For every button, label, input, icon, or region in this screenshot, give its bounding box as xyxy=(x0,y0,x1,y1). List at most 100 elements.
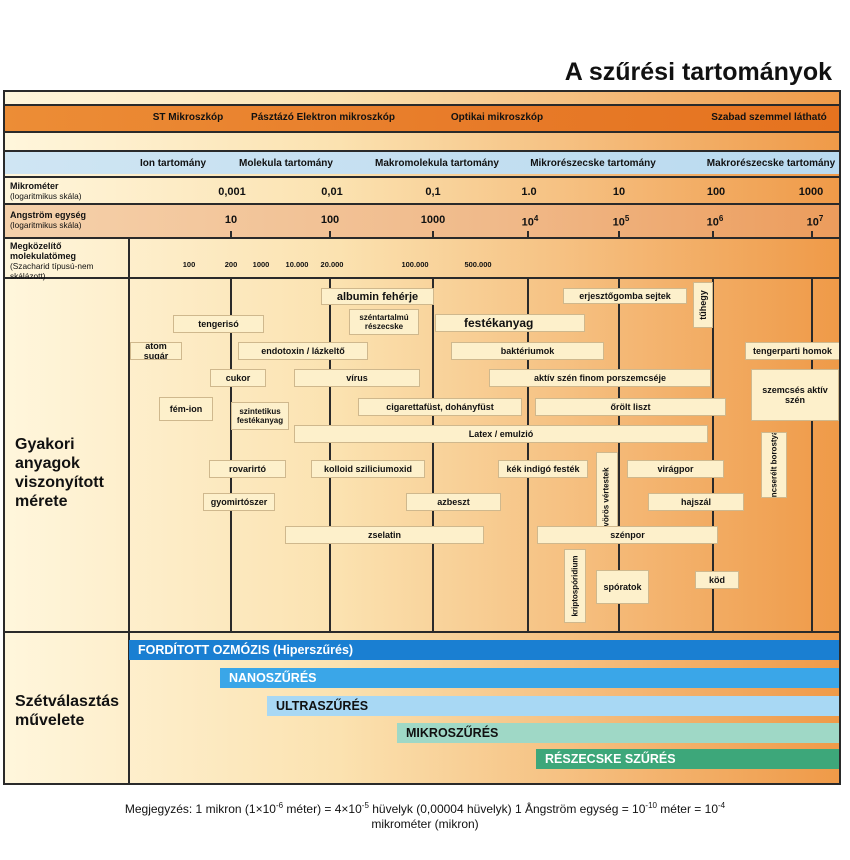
separator xyxy=(5,176,839,178)
mw-value: 1000 xyxy=(252,260,270,269)
material-item: aktív szén finom porszemcséje xyxy=(489,369,711,387)
micrometer-value: 0,01 xyxy=(321,186,343,198)
footnote-line2: mikrométer (mikron) xyxy=(371,817,479,831)
material-item: baktériumok xyxy=(451,342,604,360)
separator xyxy=(5,203,839,205)
range-label: Molekula tartomány xyxy=(239,158,333,169)
page-title: A szűrési tartományok xyxy=(564,58,832,86)
footnote-line1: Megjegyzés: 1 mikron (1×10-6 méter) = 4×… xyxy=(124,801,726,816)
range-band xyxy=(5,152,839,174)
angstrom-value: 106 xyxy=(706,214,724,229)
tick xyxy=(811,231,813,237)
grid-line xyxy=(618,277,620,631)
range-label: Mikrorészecske tartomány xyxy=(530,158,656,169)
tick xyxy=(527,231,529,237)
separator xyxy=(5,237,839,239)
microscope-label: Optikai mikroszkóp xyxy=(450,112,544,123)
filtration-chart: ST Mikroszkóp Pásztázó Elektron mikroszk… xyxy=(3,90,841,785)
material-item: virágpor xyxy=(627,460,724,478)
material-item: kolloid sziliciumoxid xyxy=(311,460,425,478)
tick xyxy=(712,231,714,237)
angstrom-band xyxy=(5,204,839,237)
process-bar-reverse-osmosis: FORDÍTOTT OZMÓZIS (Hiperszűrés) xyxy=(129,640,839,660)
material-item: azbeszt xyxy=(406,493,501,511)
microscope-label: Pásztázó Elektron mikroszkóp xyxy=(251,112,395,123)
microscope-label: Szabad szemmel látható xyxy=(711,112,827,123)
separator xyxy=(5,277,839,279)
process-bar-ultrafiltration: ULTRASZŰRÉS xyxy=(267,696,839,716)
grid-line xyxy=(432,277,434,631)
separator xyxy=(5,104,839,106)
micrometer-value: 0,001 xyxy=(218,186,246,198)
angstrom-value: 100 xyxy=(320,214,340,226)
material-item: zselatin xyxy=(285,526,484,544)
footnote: Megjegyzés: 1 mikron (1×10-6 méter) = 4×… xyxy=(0,798,850,832)
material-item: őrölt liszt xyxy=(535,398,726,416)
mw-value: 500.000 xyxy=(464,260,492,269)
microscope-band xyxy=(5,106,839,131)
mw-value: 100.000 xyxy=(401,260,429,269)
tick xyxy=(230,231,232,237)
mw-value: 200 xyxy=(224,260,238,269)
process-bar-microfiltration: MIKROSZŰRÉS xyxy=(397,723,839,743)
mw-sub: (Szacharid típusú-nem skálázott) xyxy=(10,261,94,281)
material-item: spóratok xyxy=(596,570,649,604)
grid-line xyxy=(712,277,714,631)
micrometer-value: 1000 xyxy=(798,186,824,198)
material-item: rovarirtó xyxy=(209,460,286,478)
material-item: hajszál xyxy=(648,493,744,511)
micrometer-value: 10 xyxy=(612,186,626,198)
material-item: tengerparti homok xyxy=(745,342,839,360)
angstrom-label: Angström egység xyxy=(10,210,87,220)
processes-side-label: Szétválasztás művelete xyxy=(15,693,120,729)
tick xyxy=(618,231,620,237)
material-item: szénpor xyxy=(537,526,718,544)
material-item: tengerisó xyxy=(173,315,264,333)
micrometer-value: 1.0 xyxy=(521,186,537,198)
material-item: köd xyxy=(695,571,739,589)
micrometer-value: 0,1 xyxy=(425,186,441,198)
grid-line xyxy=(329,277,331,631)
material-item: cukor xyxy=(210,369,266,387)
micrometer-sub: (logaritmikus skála) xyxy=(10,191,82,201)
mw-label: Megközelítő molekulatömeg xyxy=(10,241,77,261)
process-bar-nanofiltration: NANOSZŰRÉS xyxy=(220,668,839,688)
separator xyxy=(5,131,839,133)
mw-value: 100 xyxy=(182,260,196,269)
material-item: gyomirtószer xyxy=(203,493,275,511)
angstrom-value: 10 xyxy=(224,214,238,226)
micrometer-row-label: Mikrométer (logaritmikus skála) xyxy=(10,181,81,201)
material-item: Ioncserélt borostyán xyxy=(761,432,787,498)
material-item: cigarettafüst, dohányfüst xyxy=(358,398,522,416)
material-item: erjesztőgomba sejtek xyxy=(563,288,687,304)
micrometer-label: Mikrométer xyxy=(10,181,59,191)
angstrom-value: 107 xyxy=(806,214,824,229)
mw-value: 20.000 xyxy=(320,260,344,269)
tick xyxy=(329,231,331,237)
material-item: fém-ion xyxy=(159,397,213,421)
angstrom-value: 105 xyxy=(612,214,630,229)
column-divider xyxy=(128,237,130,783)
material-item: endotoxin / lázkeltő xyxy=(238,342,368,360)
range-label: Makromolekula tartomány xyxy=(375,158,499,169)
angstrom-value: 1000 xyxy=(420,214,446,226)
material-item: vírus xyxy=(294,369,420,387)
mw-value: 10.000 xyxy=(285,260,309,269)
material-item: festékanyag xyxy=(435,314,585,332)
grid-line xyxy=(230,277,232,631)
material-item: tűhegy xyxy=(693,282,713,328)
micrometer-value: 100 xyxy=(706,186,726,198)
range-label: Ion tartomány xyxy=(139,158,207,169)
angstrom-sub: (logaritmikus skála) xyxy=(10,220,82,230)
angstrom-value: 104 xyxy=(521,214,539,229)
angstrom-row-label: Angström egység (logaritmikus skála) xyxy=(10,210,86,230)
material-item: szintetikus festékanyag xyxy=(231,402,289,430)
range-label: Makrorészecske tartomány xyxy=(706,158,836,169)
material-item: albumin fehérje xyxy=(321,288,434,305)
material-item: kék indigó festék xyxy=(498,460,588,478)
mw-row-label: Megközelítő molekulatömeg (Szacharid típ… xyxy=(10,241,130,281)
tick xyxy=(432,231,434,237)
separator xyxy=(5,150,839,152)
process-bar-particle-filtration: RÉSZECSKE SZŰRÉS xyxy=(536,749,839,769)
materials-side-label: Gyakori anyagok viszonyított mérete xyxy=(15,436,104,510)
